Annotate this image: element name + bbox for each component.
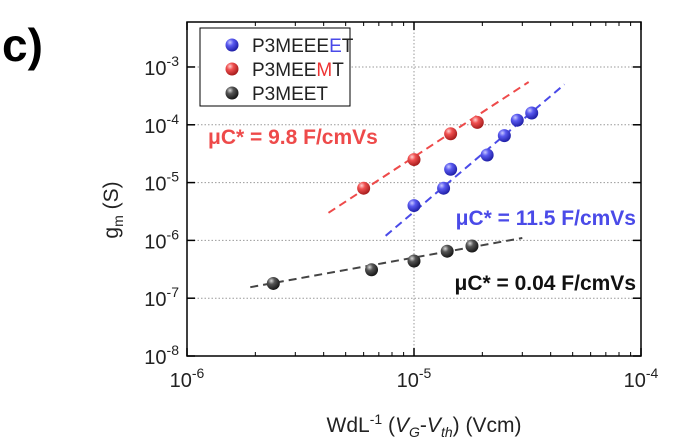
data-point-series-1	[357, 181, 371, 195]
y-tick-label-2: 10-6	[144, 226, 179, 253]
slope-annotation-0: μC* = 11.5 F/cmVs	[456, 207, 636, 230]
legend-label-2: P3MEET	[252, 84, 328, 105]
legend-marker-2	[225, 86, 239, 100]
data-points	[266, 106, 539, 290]
data-point-series-0	[510, 113, 524, 127]
legend-label-0: P3MEEEET	[252, 36, 354, 57]
x-tick-label-0: 10-6	[170, 365, 205, 392]
data-point-series-0	[525, 106, 539, 120]
data-point-series-1	[444, 127, 458, 141]
y-tick-label-0: 10-8	[144, 342, 179, 369]
data-point-series-0	[480, 148, 494, 162]
annotations: μC* = 11.5 F/cmVs μC* = 9.8 F/cmVs μC* = 0…	[206, 124, 638, 297]
legend-box	[199, 27, 351, 107]
data-point-series-2	[407, 254, 421, 268]
data-point-series-2	[266, 276, 280, 290]
slope-annotation-2: μC* = 0.04 F/cmVs	[454, 272, 636, 295]
slope-annotation-1: μC* = 9.8 F/cmVs	[208, 126, 378, 149]
panel-label: c)	[2, 19, 43, 71]
y-tick-label-3: 10-5	[144, 169, 179, 196]
y-tick-label-4: 10-4	[144, 111, 179, 138]
y-tick-label-5: 10-3	[144, 53, 179, 80]
data-point-series-1	[407, 153, 421, 167]
data-point-series-1	[470, 115, 484, 129]
legend: P3MEEEET P3MEEMT P3MEET	[199, 27, 354, 107]
legend-marker-1	[225, 62, 239, 76]
legend-marker-0	[225, 38, 239, 52]
x-tick-label-2: 10-4	[624, 365, 659, 392]
data-point-series-0	[437, 181, 451, 195]
data-point-series-0	[407, 199, 421, 213]
y-tick-label-1: 10-7	[144, 284, 179, 311]
y-axis-label: gm (S)	[100, 181, 126, 238]
x-tick-label-1: 10-5	[397, 365, 432, 392]
fit-lines	[250, 81, 566, 289]
data-point-series-0	[497, 129, 511, 143]
data-point-series-2	[440, 244, 454, 258]
legend-label-1: P3MEEMT	[252, 60, 344, 81]
data-point-series-0	[444, 162, 458, 176]
data-point-series-2	[365, 263, 379, 277]
fit-line-2	[250, 237, 523, 289]
data-point-series-2	[465, 239, 479, 253]
x-axis-label: WdL-1 (VG-Vth) (Vcm)	[327, 411, 522, 440]
axis-ticks: 10-6 10-5 10-4 10-8 10-7 10-6 10-5 10-4 10-3	[144, 22, 659, 392]
grid-lines	[187, 22, 641, 356]
